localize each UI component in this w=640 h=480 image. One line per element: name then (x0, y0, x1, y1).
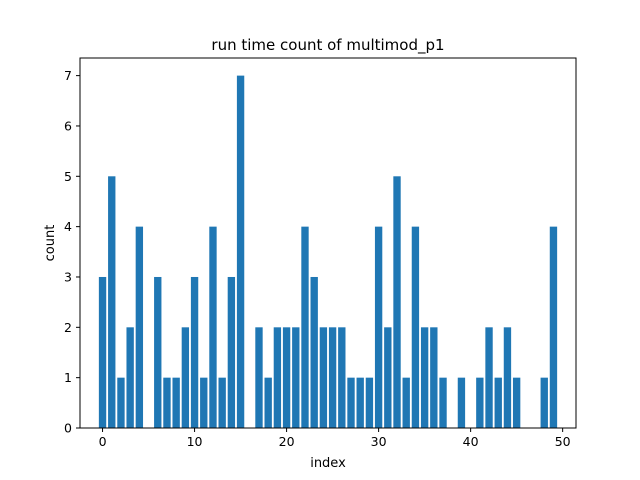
bar-32 (393, 176, 401, 428)
bar-31 (384, 327, 392, 428)
bar-10 (190, 276, 199, 428)
bar-43 (494, 377, 502, 428)
bar-12 (209, 226, 217, 428)
y-tick-label-0: 0 (64, 421, 72, 436)
bar-26 (338, 327, 346, 428)
bar-49 (549, 226, 558, 428)
bar-27 (347, 377, 355, 428)
bar-33 (402, 377, 410, 428)
bar-36 (430, 327, 438, 428)
x-axis-ticks: 0 10 20 30 40 50 (99, 428, 571, 449)
bar-13 (218, 377, 226, 428)
x-tick-label-30: 30 (371, 434, 387, 449)
bar-41 (476, 377, 484, 428)
y-axis-label: count (43, 225, 58, 262)
bar-21 (292, 327, 300, 428)
y-tick-label-3: 3 (64, 269, 72, 284)
bar-6 (154, 276, 162, 428)
x-tick-label-20: 20 (279, 434, 295, 449)
y-tick-label-1: 1 (64, 370, 72, 385)
bar-45 (512, 377, 521, 428)
axes-frame (79, 57, 577, 429)
x-tick-label-10: 10 (187, 434, 203, 449)
bar-48 (540, 377, 548, 428)
bar-20 (282, 327, 291, 428)
bars-group (98, 75, 558, 428)
bar-29 (365, 377, 374, 428)
bar-35 (420, 327, 429, 428)
y-tick-label-7: 7 (64, 68, 72, 83)
x-tick-label-50: 50 (555, 434, 571, 449)
bar-9 (181, 327, 190, 428)
bar-39 (457, 377, 466, 428)
x-tick-label-40: 40 (463, 434, 479, 449)
bar-44 (503, 327, 512, 428)
bar-25 (328, 327, 337, 428)
y-tick-label-5: 5 (64, 169, 72, 184)
y-tick-label-4: 4 (64, 219, 72, 234)
bar-23 (310, 276, 318, 428)
bar-34 (411, 226, 420, 428)
chart-title: run time count of multimod_p1 (211, 36, 444, 55)
x-tick-label-0: 0 (99, 434, 107, 449)
bar-17 (255, 327, 263, 428)
bar-28 (356, 377, 364, 428)
bar-19 (273, 327, 282, 428)
bar-7 (163, 377, 171, 428)
plot-area (80, 58, 576, 428)
y-tick-label-6: 6 (64, 118, 72, 133)
bar-4 (135, 226, 144, 428)
bar-8 (172, 377, 180, 428)
bar-37 (439, 377, 447, 428)
bar-11 (200, 377, 208, 428)
bar-18 (264, 377, 272, 428)
y-axis-ticks: 0 1 2 3 4 5 6 7 (64, 68, 80, 436)
bar-0 (98, 276, 107, 428)
bar-1 (108, 176, 116, 428)
bar-24 (319, 327, 328, 428)
bar-3 (126, 327, 134, 428)
bar-22 (301, 226, 309, 428)
bar-42 (485, 327, 493, 428)
y-tick-label-2: 2 (64, 320, 72, 335)
bar-30 (374, 226, 383, 428)
bar-2 (117, 377, 125, 428)
bar-14 (227, 276, 236, 428)
bar-15 (236, 75, 245, 428)
x-axis-label: index (310, 456, 346, 471)
